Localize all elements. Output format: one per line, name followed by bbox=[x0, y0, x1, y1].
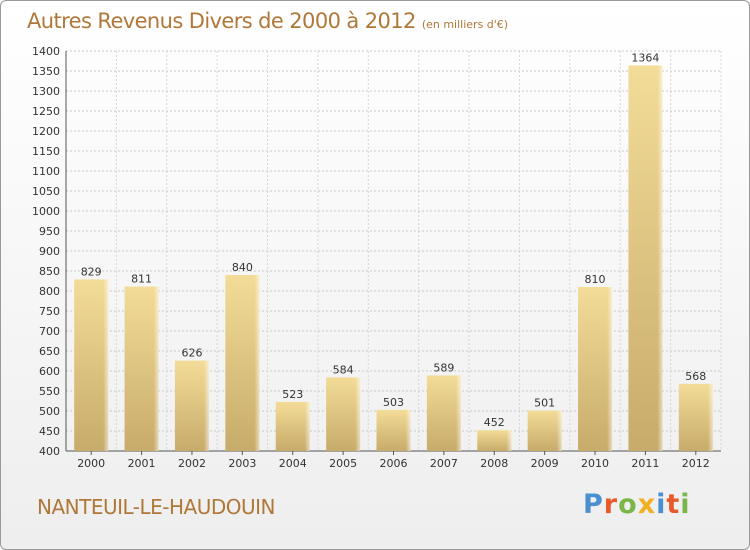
bar-highlight bbox=[203, 360, 209, 451]
data-label: 503 bbox=[383, 396, 404, 409]
bar bbox=[326, 377, 361, 451]
y-tick-label: 600 bbox=[39, 365, 60, 378]
x-tick-label: 2012 bbox=[682, 457, 710, 470]
x-tick-label: 2008 bbox=[480, 457, 508, 470]
bar-highlight bbox=[304, 401, 310, 451]
bar bbox=[174, 360, 209, 451]
data-label: 626 bbox=[181, 347, 202, 360]
y-tick-label: 1100 bbox=[32, 165, 60, 178]
x-tick-label: 2010 bbox=[581, 457, 609, 470]
bar bbox=[477, 430, 512, 451]
x-tick-label: 2005 bbox=[329, 457, 357, 470]
place-name: NANTEUIL-LE-HAUDOUIN bbox=[37, 495, 276, 519]
chart-title: Autres Revenus Divers de 2000 à 2012 (en … bbox=[27, 9, 508, 33]
logo-letter: r bbox=[603, 489, 619, 520]
bar-highlight bbox=[103, 279, 109, 451]
x-tick-label: 2001 bbox=[128, 457, 156, 470]
y-tick-label: 700 bbox=[39, 325, 60, 338]
y-tick-label: 1400 bbox=[32, 45, 60, 58]
logo-letter: t bbox=[666, 489, 681, 520]
y-tick-label: 1250 bbox=[32, 105, 60, 118]
x-tick-label: 2009 bbox=[531, 457, 559, 470]
logo-letter: i bbox=[656, 489, 667, 520]
bar-highlight bbox=[556, 410, 562, 451]
x-tick-label: 2007 bbox=[430, 457, 458, 470]
bar-highlight bbox=[506, 430, 512, 451]
chart-title-unit: (en milliers d'€) bbox=[421, 18, 509, 31]
x-tick-label: 2006 bbox=[380, 457, 408, 470]
bar bbox=[275, 401, 310, 451]
bar bbox=[74, 279, 109, 451]
x-tick-label: 2000 bbox=[77, 457, 105, 470]
bar bbox=[225, 275, 260, 451]
x-tick-label: 2004 bbox=[279, 457, 307, 470]
x-tick-label: 2011 bbox=[631, 457, 659, 470]
bar-highlight bbox=[405, 409, 411, 451]
proxiti-logo: Proxiti bbox=[583, 489, 691, 520]
bar bbox=[124, 286, 159, 451]
y-tick-label: 1050 bbox=[32, 185, 60, 198]
y-tick-label: 750 bbox=[39, 305, 60, 318]
y-tick-label: 1150 bbox=[32, 145, 60, 158]
data-label: 523 bbox=[282, 388, 303, 401]
data-label: 452 bbox=[484, 416, 505, 429]
logo-letter: i bbox=[680, 489, 691, 520]
bar-highlight bbox=[254, 275, 260, 451]
y-tick-label: 950 bbox=[39, 225, 60, 238]
bar bbox=[376, 409, 411, 451]
y-tick-label: 450 bbox=[39, 425, 60, 438]
y-tick-label: 500 bbox=[39, 405, 60, 418]
y-tick-label: 1300 bbox=[32, 85, 60, 98]
data-label: 589 bbox=[433, 361, 454, 374]
bar bbox=[678, 383, 713, 451]
logo-letter: x bbox=[637, 489, 657, 520]
bar bbox=[628, 65, 663, 452]
data-label: 810 bbox=[585, 273, 606, 286]
y-tick-label: 800 bbox=[39, 285, 60, 298]
bar-highlight bbox=[607, 287, 613, 451]
data-label: 840 bbox=[232, 261, 253, 274]
bar-highlight bbox=[707, 383, 713, 451]
data-label: 811 bbox=[131, 273, 152, 286]
y-tick-label: 550 bbox=[39, 385, 60, 398]
bar-highlight bbox=[355, 377, 361, 451]
data-label: 568 bbox=[685, 370, 706, 383]
x-tick-label: 2002 bbox=[178, 457, 206, 470]
y-tick-label: 1350 bbox=[32, 65, 60, 78]
chart-title-main: Autres Revenus Divers de 2000 à 2012 bbox=[27, 9, 416, 33]
y-tick-label: 850 bbox=[39, 265, 60, 278]
logo-letter: P bbox=[583, 489, 604, 520]
bar bbox=[527, 410, 562, 451]
data-label: 829 bbox=[81, 265, 102, 278]
x-tick-label: 2003 bbox=[228, 457, 256, 470]
y-tick-label: 650 bbox=[39, 345, 60, 358]
bar-highlight bbox=[657, 65, 663, 452]
data-label: 1364 bbox=[631, 51, 659, 64]
bar bbox=[426, 375, 461, 451]
y-tick-label: 400 bbox=[39, 445, 60, 458]
bar-highlight bbox=[455, 375, 461, 451]
y-tick-label: 900 bbox=[39, 245, 60, 258]
bar bbox=[578, 287, 613, 451]
logo-letter: o bbox=[618, 489, 638, 520]
y-tick-label: 1000 bbox=[32, 205, 60, 218]
data-label: 584 bbox=[333, 363, 354, 376]
data-label: 501 bbox=[534, 397, 555, 410]
bar-highlight bbox=[153, 286, 159, 451]
y-tick-label: 1200 bbox=[32, 125, 60, 138]
